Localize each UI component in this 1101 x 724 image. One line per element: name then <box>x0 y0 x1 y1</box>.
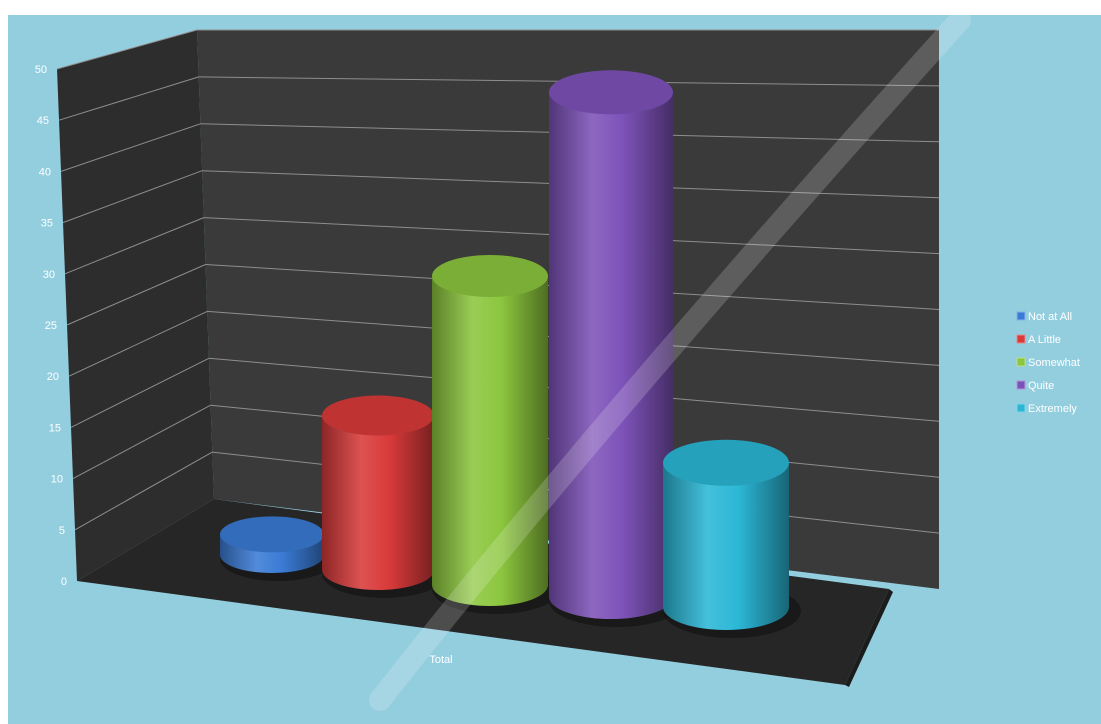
y-tick-label: 35 <box>41 218 53 230</box>
gridline-side <box>74 451 213 531</box>
gridline-side <box>60 123 201 172</box>
y-tick-label: 5 <box>59 525 65 537</box>
gridline-side <box>64 217 204 275</box>
legend-item: Somewhat <box>1016 357 1080 369</box>
legend-swatch <box>1016 311 1026 321</box>
y-tick-label: 50 <box>35 64 47 76</box>
bar-top <box>432 255 548 297</box>
bar-somewhat <box>432 255 560 614</box>
legend-item: Quite <box>1016 380 1054 392</box>
y-tick-label: 10 <box>51 474 63 486</box>
y-tick-label: 45 <box>37 115 49 127</box>
bars <box>220 70 801 638</box>
y-tick-label: 40 <box>39 166 51 178</box>
gridline-side <box>72 404 211 480</box>
y-tick-label: 30 <box>43 269 55 281</box>
legend-label: Extremely <box>1028 403 1077 415</box>
bar-body <box>432 276 548 606</box>
legend-item: Not at All <box>1016 311 1072 323</box>
bar-body <box>549 92 673 620</box>
legend-label: Somewhat <box>1028 357 1080 369</box>
side-wall <box>57 30 214 581</box>
gridline-side <box>62 170 203 224</box>
gridline-side <box>58 76 199 121</box>
legend-swatch <box>1016 334 1026 344</box>
gridline-side <box>70 357 210 428</box>
bar-a-little <box>322 395 446 598</box>
legend-item: A Little <box>1016 334 1061 346</box>
legend-label: Not at All <box>1028 311 1072 323</box>
bar-top <box>663 439 789 486</box>
legend-label: Quite <box>1028 380 1054 392</box>
bar-extremely <box>663 439 801 638</box>
gridline-side <box>68 310 208 377</box>
legend-swatch <box>1016 403 1026 413</box>
legend: Not at All A Little Somewhat Quite Extremely <box>1016 311 1080 415</box>
floor-front-edge <box>845 589 893 687</box>
y-tick-label: 20 <box>47 371 59 383</box>
y-tick-label: 25 <box>45 320 57 332</box>
bar-body <box>663 462 789 630</box>
legend-label: A Little <box>1028 334 1061 346</box>
legend-item: Extremely <box>1016 403 1077 415</box>
bar-top <box>322 395 434 436</box>
bar-quite <box>549 70 685 627</box>
y-tick-label: 15 <box>49 422 61 434</box>
legend-swatch <box>1016 380 1026 390</box>
y-tick-label: 0 <box>61 576 67 588</box>
legend-swatch <box>1016 357 1026 367</box>
gridline-side <box>66 264 206 326</box>
bar-not-at-all <box>220 516 336 581</box>
bar-top <box>220 516 324 553</box>
watermark-stroke <box>369 9 971 711</box>
x-axis-category-label: Total <box>429 654 452 666</box>
y-axis-ticks: 0 5 10 15 20 25 30 35 40 45 50 <box>35 64 67 588</box>
bar-body <box>322 415 434 590</box>
gridline-side <box>56 29 198 70</box>
bar-top <box>549 70 673 115</box>
